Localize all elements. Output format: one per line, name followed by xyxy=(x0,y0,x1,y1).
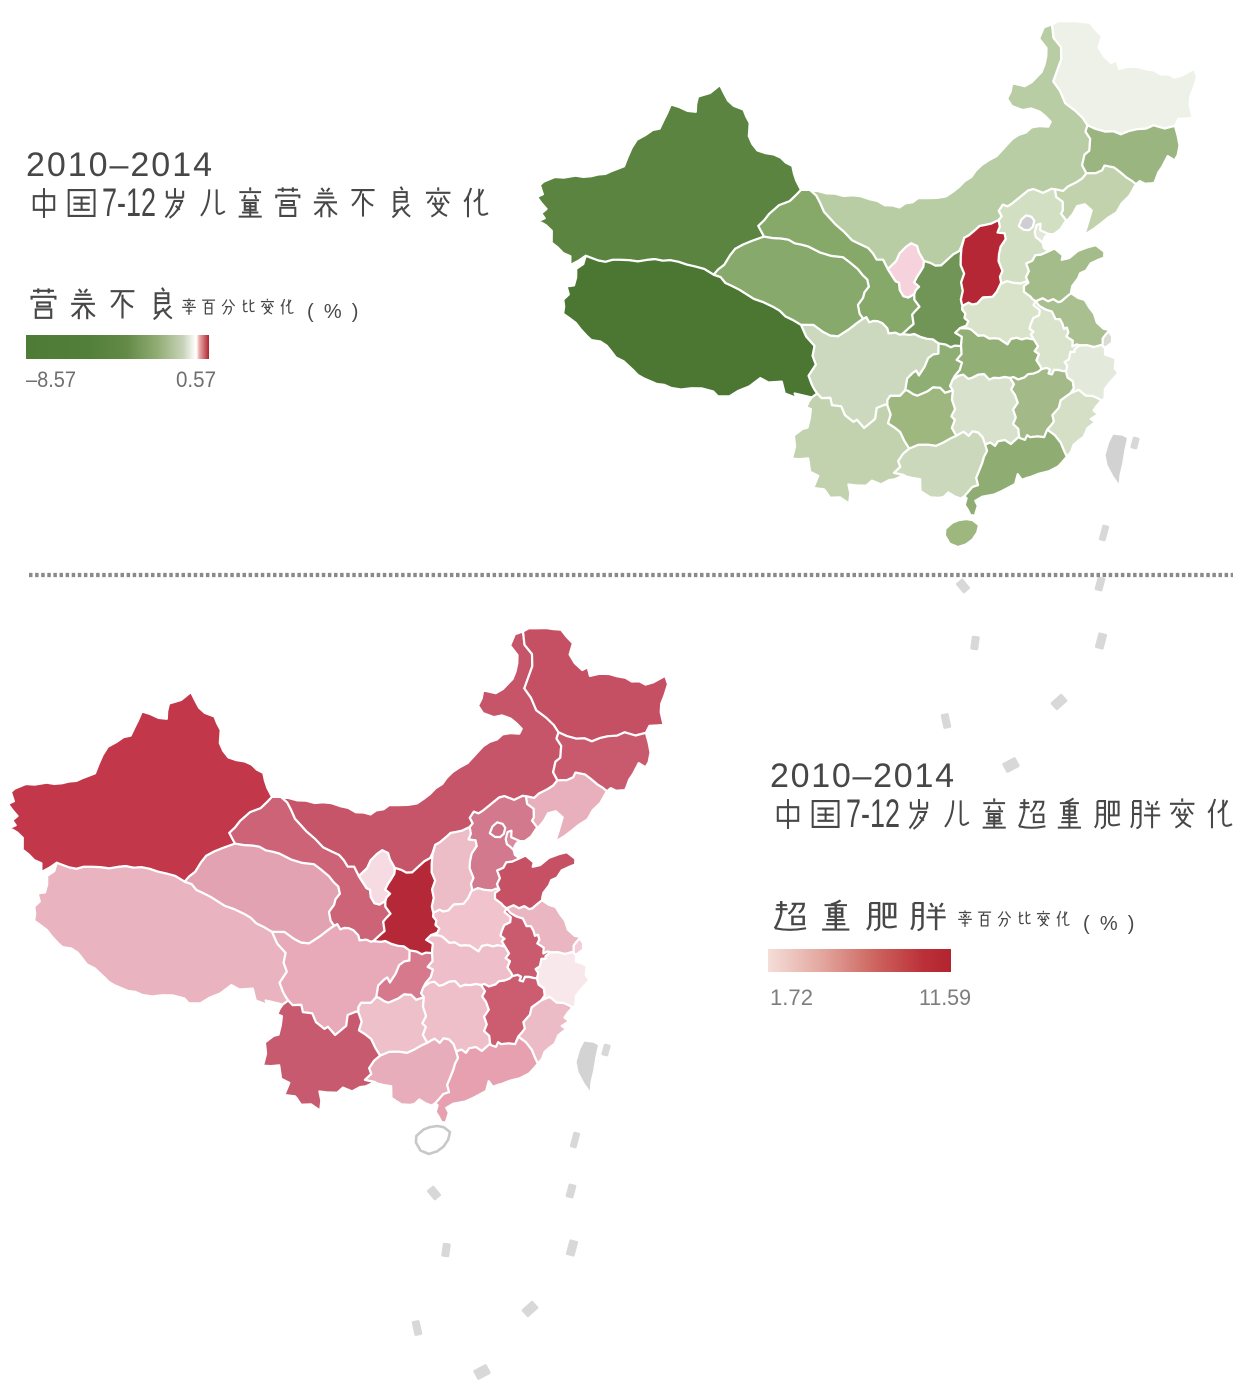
svg-text:11.59: 11.59 xyxy=(919,985,971,1010)
svg-text:( % ): ( % ) xyxy=(1083,913,1137,935)
svg-text:7-12: 7-12 xyxy=(846,792,900,836)
svg-text:0.57: 0.57 xyxy=(176,367,216,392)
svg-text:7-12: 7-12 xyxy=(102,181,156,225)
svg-text:( % ): ( % ) xyxy=(307,301,361,323)
svg-text:2010–2014: 2010–2014 xyxy=(770,757,954,795)
svg-text:1.72: 1.72 xyxy=(770,985,813,1010)
svg-text:–8.57: –8.57 xyxy=(26,367,76,392)
svg-text:2010–2014: 2010–2014 xyxy=(26,146,212,184)
